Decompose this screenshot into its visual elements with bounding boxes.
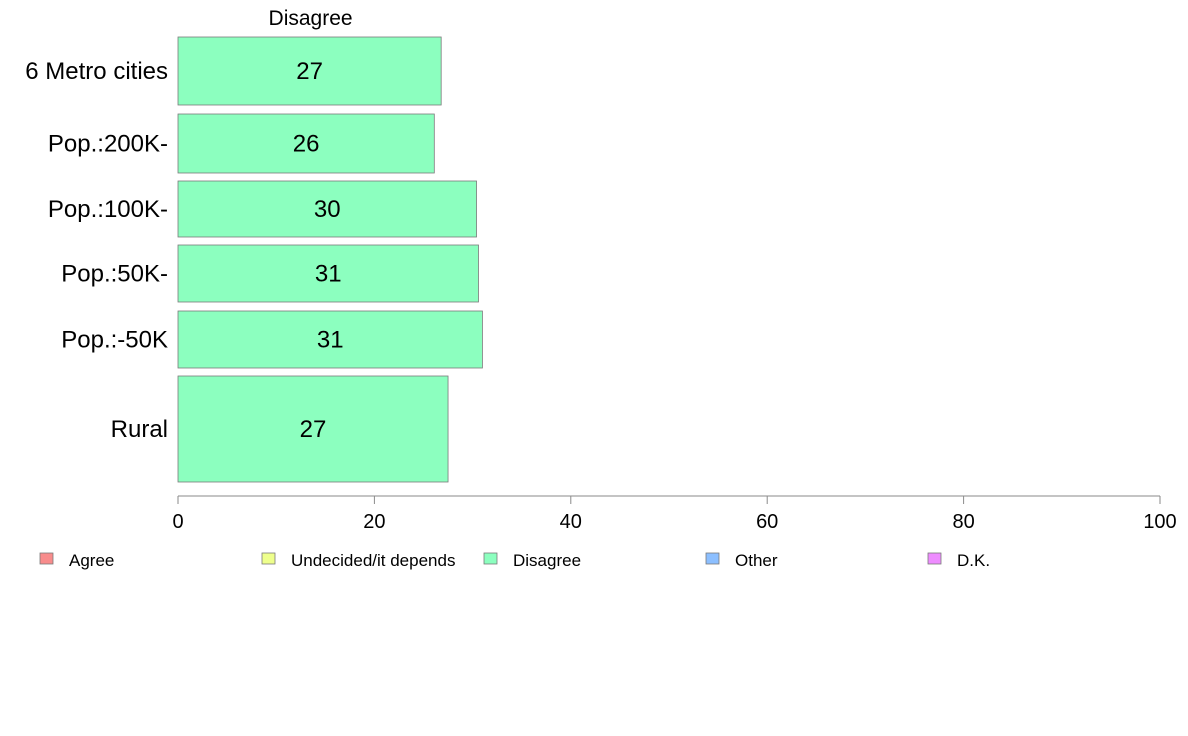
legend-label: Disagree	[513, 551, 581, 570]
category-label: Pop.:-50K	[61, 327, 168, 354]
legend-label: D.K.	[957, 551, 990, 570]
bar	[177, 36, 442, 106]
category-label: Pop.:50K-	[61, 261, 168, 288]
x-tick-label: 60	[756, 511, 778, 533]
chart-title: Disagree	[269, 7, 353, 30]
x-tick-label: 0	[172, 511, 183, 533]
bar-value-label: 31	[317, 327, 344, 354]
x-tick-label: 20	[363, 511, 385, 533]
bar	[177, 113, 435, 174]
bar	[177, 375, 449, 483]
category-labels: 6 Metro cities Pop.:200K- Pop.:100K- Pop.:5…	[25, 58, 168, 443]
legend: Agree Undecided/it depends Disagree Other D.…	[39, 551, 990, 570]
bar-value-label: 26	[293, 131, 320, 158]
legend-label: Undecided/it depends	[291, 551, 455, 570]
category-label: Pop.:100K-	[48, 196, 168, 223]
legend-swatch	[261, 552, 276, 565]
bar-value-label: 27	[296, 58, 323, 85]
category-label: 6 Metro cities	[25, 58, 168, 85]
legend-swatch	[483, 552, 498, 565]
legend-swatch	[39, 552, 54, 565]
legend-swatch	[927, 552, 942, 565]
x-tick-label: 80	[952, 511, 974, 533]
bar-value-label: 31	[315, 261, 342, 288]
x-axis: 0 20 40 60 80 100	[172, 495, 1177, 533]
bar-value-label: 27	[300, 416, 327, 443]
bar	[177, 244, 479, 303]
legend-label: Other	[735, 551, 778, 570]
bars-group: 27 26 30 31 31 27	[177, 36, 483, 483]
legend-label: Agree	[69, 551, 114, 570]
x-tick-label: 100	[1143, 511, 1176, 533]
bar-value-label: 30	[314, 196, 341, 223]
category-label: Pop.:200K-	[48, 131, 168, 158]
bar	[177, 180, 477, 238]
bar	[177, 310, 483, 369]
x-tick-label: 40	[560, 511, 582, 533]
category-label: Rural	[111, 416, 168, 443]
legend-swatch	[705, 552, 720, 565]
